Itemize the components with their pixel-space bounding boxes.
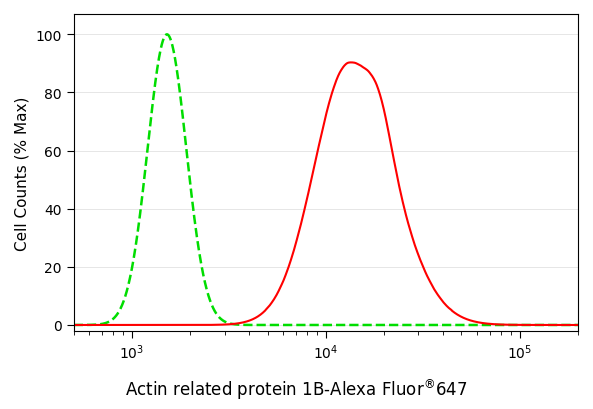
Y-axis label: Cell Counts (% Max): Cell Counts (% Max) <box>15 96 30 250</box>
Text: Actin related protein 1B-Alexa Fluor$^{®}$647: Actin related protein 1B-Alexa Fluor$^{®… <box>125 376 468 401</box>
